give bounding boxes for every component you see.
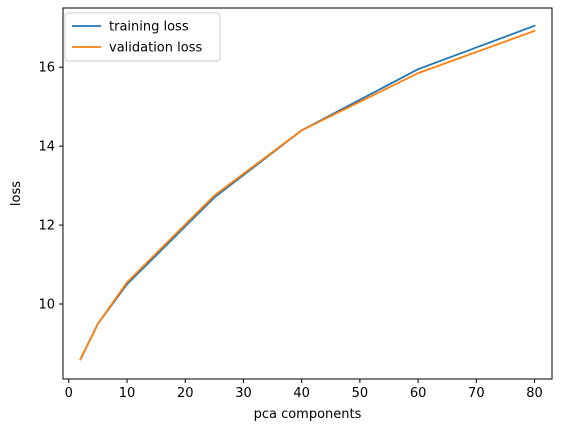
x-tick-label: 0 <box>65 386 73 401</box>
y-axis-label: loss <box>9 181 24 206</box>
x-tick-label: 60 <box>410 386 427 401</box>
axis-layer: 0 10 20 30 40 50 60 70 80 10 12 14 16 <box>38 61 542 401</box>
x-tick-label: 70 <box>468 386 485 401</box>
x-tick-label: 20 <box>177 386 194 401</box>
legend: training loss validation loss <box>64 12 221 62</box>
x-tick-label: 80 <box>526 386 543 401</box>
series-layer <box>79 24 536 361</box>
x-tick-label: 50 <box>352 386 369 401</box>
y-tick-label: 12 <box>38 219 55 234</box>
plot-area <box>63 8 552 379</box>
y-tick-label: 16 <box>38 61 55 76</box>
x-tick-label: 10 <box>119 386 136 401</box>
plot-frame <box>62 7 553 380</box>
x-axis-label: pca components <box>254 407 362 422</box>
y-tick-label: 10 <box>38 298 55 313</box>
y-tick-label: 14 <box>38 140 55 155</box>
legend-box <box>64 12 221 62</box>
x-tick-label: 40 <box>293 386 310 401</box>
series-line-1 <box>79 29 536 361</box>
x-tick-label: 30 <box>235 386 252 401</box>
legend-label-1: validation loss <box>109 41 202 56</box>
legend-label-0: training loss <box>109 20 189 35</box>
